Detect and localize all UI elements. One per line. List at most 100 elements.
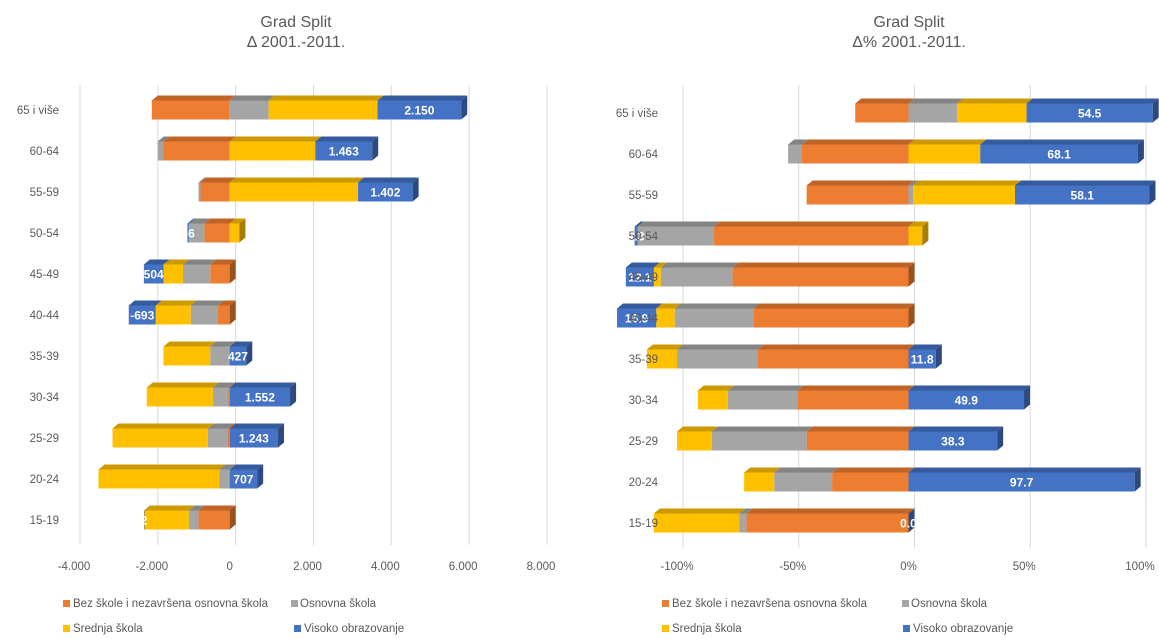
left-bar-top-face bbox=[157, 136, 170, 142]
right-bar-segment bbox=[980, 144, 1138, 164]
right-bar-top-face bbox=[656, 303, 681, 309]
left-bar-top-face bbox=[229, 464, 264, 470]
right-bar-segment bbox=[653, 267, 661, 287]
left-bar-top-face bbox=[128, 300, 162, 306]
left-x-tick-label: -2.000 bbox=[136, 561, 169, 573]
right-bar-segment bbox=[637, 226, 715, 246]
right-bar-top-face bbox=[634, 221, 644, 227]
left-data-label: 36 bbox=[181, 227, 195, 241]
left-bar-segment bbox=[229, 387, 291, 407]
left-x-tick-label: 0 bbox=[226, 561, 232, 573]
right-bar-top-face bbox=[660, 262, 739, 268]
left-bar-top-face bbox=[210, 341, 235, 347]
right-bar-top-face bbox=[744, 467, 781, 473]
right-bar-segment bbox=[660, 267, 733, 287]
right-bar-segment bbox=[806, 431, 909, 451]
left-category-label: 15-19 bbox=[30, 515, 59, 527]
right-bar-segment bbox=[739, 513, 747, 533]
right-bar-segment bbox=[908, 185, 914, 205]
left-legend-label-osnovna: Osnovna škola bbox=[300, 598, 377, 610]
left-bar-segment bbox=[144, 510, 189, 530]
left-data-label: 1.243 bbox=[239, 432, 269, 446]
left-bar-segment bbox=[163, 141, 230, 161]
right-bar-top-face bbox=[908, 426, 1004, 432]
left-bar-segment bbox=[229, 428, 279, 448]
right-bar-side-face bbox=[935, 344, 942, 369]
right-legend-label-osnovna: Osnovna škola bbox=[911, 598, 988, 610]
right-bar-top-face bbox=[802, 139, 915, 145]
left-category-label: 30-34 bbox=[30, 392, 60, 404]
left-bar-segment bbox=[146, 387, 213, 407]
right-bar-top-face bbox=[617, 303, 663, 309]
right-category-label: 60-64 bbox=[629, 149, 659, 161]
right-bar-segment bbox=[908, 226, 923, 246]
left-bar-segment bbox=[228, 469, 230, 489]
left-bar-top-face bbox=[229, 341, 253, 347]
right-data-label: 38.3 bbox=[941, 435, 965, 449]
right-data-label: 54.5 bbox=[1078, 107, 1102, 121]
right-bar-side-face bbox=[1152, 98, 1159, 123]
right-bar-segment bbox=[697, 390, 728, 410]
right-bar-segment bbox=[646, 349, 677, 369]
left-bar-segment bbox=[229, 346, 247, 366]
right-bar-top-face bbox=[908, 139, 987, 145]
left-bar-top-face bbox=[229, 382, 297, 388]
right-category-label: 15-19 bbox=[629, 518, 658, 530]
left-bar-side-face bbox=[278, 423, 285, 448]
right-x-tick-label: 50% bbox=[1013, 561, 1036, 573]
right-bar-segment bbox=[634, 226, 638, 246]
right-chart-subtitle: Δ% 2001.-2011. bbox=[852, 34, 966, 51]
left-bar-top-face bbox=[155, 300, 197, 306]
right-bar-segment bbox=[727, 390, 798, 410]
right-bar-top-face bbox=[806, 180, 915, 186]
right-x-tick-label: -100% bbox=[660, 561, 693, 573]
right-bar-top-face bbox=[711, 426, 813, 432]
left-bar-segment bbox=[157, 141, 164, 161]
left-bar-top-face bbox=[228, 464, 236, 470]
left-x-tick-label: 8.000 bbox=[527, 561, 556, 573]
right-bar-segment bbox=[677, 431, 712, 451]
left-data-label: 1.402 bbox=[370, 186, 400, 200]
left-data-label: 1.463 bbox=[329, 145, 359, 159]
left-data-label: 427 bbox=[228, 350, 248, 364]
right-bar-top-face bbox=[957, 98, 1033, 104]
right-bar-top-face bbox=[774, 467, 839, 473]
right-chart-x-tick-labels: -100% -50% 0% 50% 100% bbox=[660, 561, 1154, 573]
left-bar-segment bbox=[229, 100, 269, 120]
left-bar-side-face bbox=[412, 177, 419, 202]
right-data-label: 97.7 bbox=[1010, 476, 1034, 490]
right-bar-top-face bbox=[677, 344, 765, 350]
left-bar-side-face bbox=[290, 382, 297, 407]
left-bar-segment bbox=[143, 264, 164, 284]
left-bar-top-face bbox=[219, 464, 235, 470]
left-bar-segment bbox=[204, 223, 230, 243]
left-bar-segment bbox=[128, 305, 156, 325]
right-bar-top-face bbox=[806, 426, 915, 432]
right-x-tick-label: 100% bbox=[1125, 561, 1154, 573]
right-bar-top-face bbox=[753, 303, 915, 309]
right-bar-segment bbox=[1014, 185, 1150, 205]
right-data-label: 58.1 bbox=[1071, 189, 1095, 203]
right-bar-top-face bbox=[653, 508, 746, 514]
right-bar-segment bbox=[788, 144, 803, 164]
left-bar-side-face bbox=[257, 464, 264, 489]
left-bar-top-face bbox=[163, 136, 236, 142]
right-bar-segment bbox=[625, 267, 654, 287]
left-bar-segment bbox=[358, 182, 413, 202]
left-data-label: 2.150 bbox=[404, 104, 434, 118]
left-bar-segment bbox=[229, 223, 240, 243]
left-x-tick-label: 4.000 bbox=[371, 561, 400, 573]
right-chart-title: Grad Split bbox=[873, 14, 945, 31]
right-bar-segment bbox=[806, 185, 909, 205]
left-chart-data-labels: 2 707 1.243 1.552 427 -693 504 36 1.402 1.463 2.15… bbox=[130, 104, 435, 528]
left-bar-top-face bbox=[187, 218, 195, 224]
right-bar-segment bbox=[957, 103, 1027, 123]
left-category-label: 65 i više bbox=[17, 105, 59, 117]
left-bar-segment bbox=[198, 510, 230, 530]
left-bar-segment bbox=[188, 510, 199, 530]
right-bar-segment bbox=[677, 349, 759, 369]
right-bar-segment bbox=[732, 267, 909, 287]
left-bar-top-face bbox=[200, 177, 236, 183]
left-bar-segment bbox=[315, 141, 373, 161]
left-bar-top-face bbox=[229, 95, 275, 101]
